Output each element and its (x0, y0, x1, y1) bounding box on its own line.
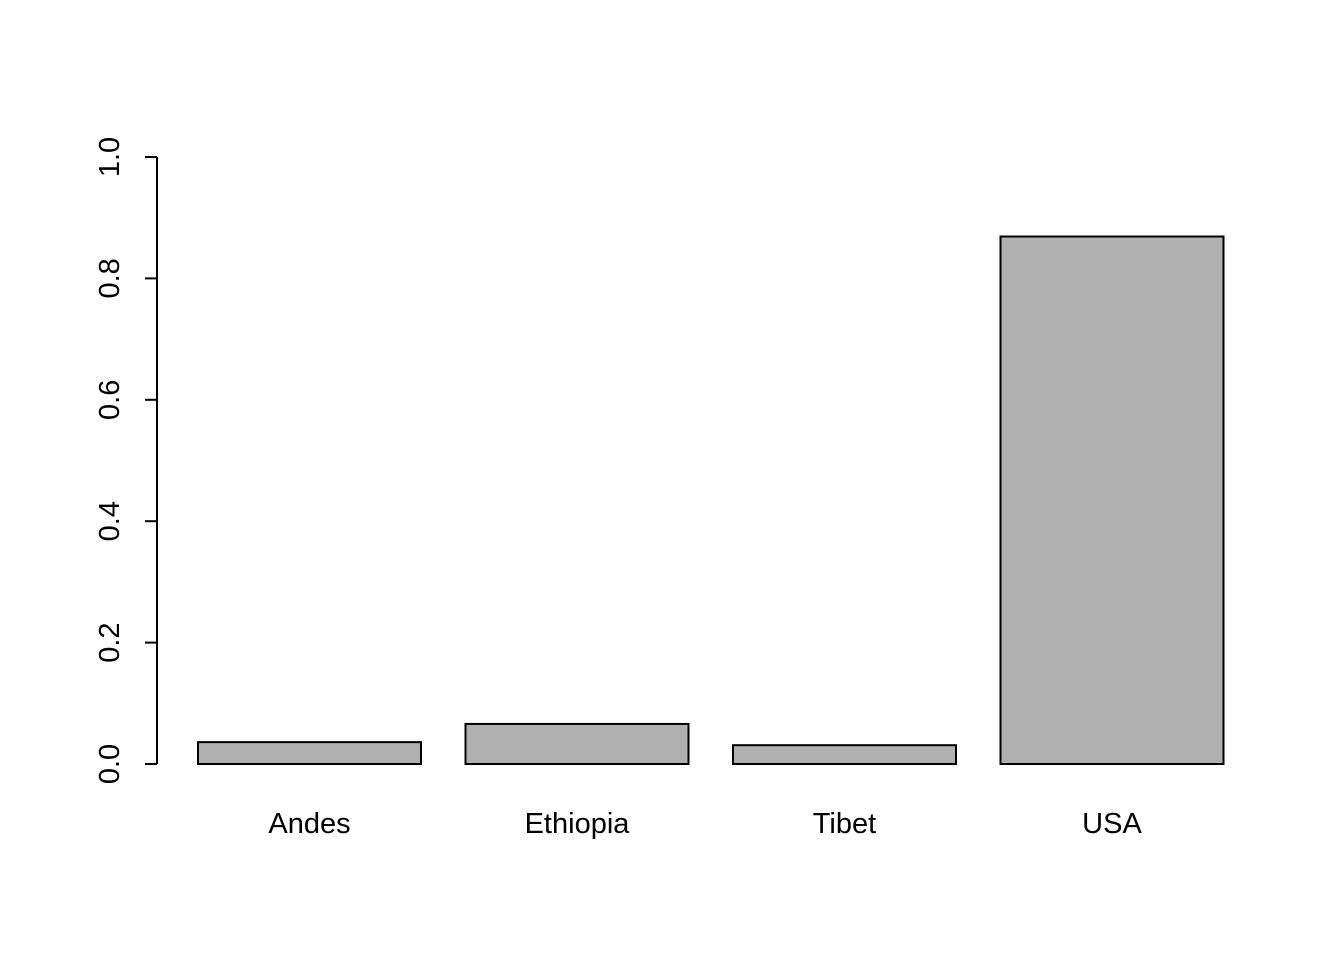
bar-ethiopia (464, 722, 690, 765)
x-tick-label: Andes (268, 808, 350, 840)
y-tick-label: 0.8 (94, 258, 126, 298)
y-axis: 0.0 0.2 0.4 0.6 0.8 1.0 (94, 137, 158, 784)
x-tick-label: Ethiopia (525, 808, 631, 840)
y-ticks: 0.0 0.2 0.4 0.6 0.8 1.0 (94, 137, 157, 784)
x-tick-label: USA (1082, 808, 1142, 840)
x-tick-label: Tibet (813, 808, 876, 840)
bar-usa (999, 235, 1225, 765)
y-tick-label: 0.6 (94, 380, 126, 420)
bars (197, 235, 1225, 766)
bar-andes (197, 741, 422, 766)
y-tick-label: 0.4 (94, 501, 126, 541)
y-tick-label: 0.0 (94, 744, 126, 784)
y-tick-label: 0.2 (94, 622, 126, 662)
bar-tibet (732, 744, 957, 765)
x-tick-labels: Andes Ethiopia Tibet USA (268, 808, 1142, 840)
y-tick-label: 1.0 (94, 137, 126, 177)
